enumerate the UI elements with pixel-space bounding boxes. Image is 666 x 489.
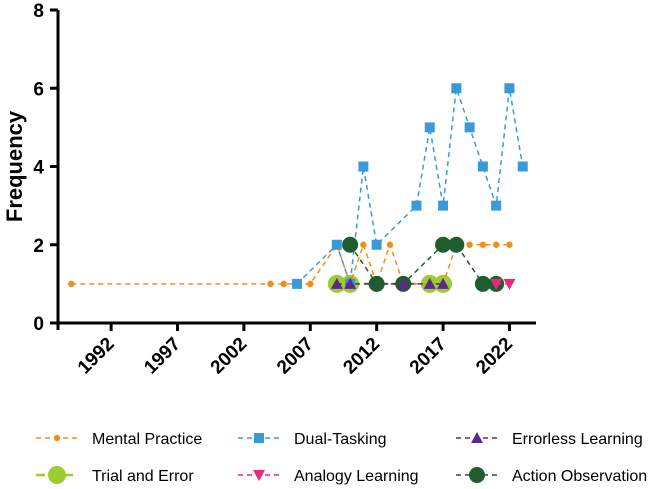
series-layer: [68, 83, 528, 293]
legend-marker: [48, 466, 66, 484]
data-point: [292, 278, 302, 289]
x-tick-label: 2022: [472, 334, 517, 379]
data-point: [477, 161, 488, 172]
legend-label: Action Observation: [512, 468, 647, 485]
legend-item: Mental Practice: [36, 431, 202, 448]
y-tick-label: 6: [33, 79, 44, 100]
y-tick-label: 2: [33, 236, 44, 257]
legend-marker: [254, 433, 264, 443]
legend-marker: [469, 467, 485, 483]
series-errorless-learning: [330, 277, 450, 289]
data-point: [491, 200, 502, 211]
data-point: [423, 277, 436, 289]
x-tick-label: 2017: [406, 334, 451, 379]
data-point: [504, 83, 515, 94]
data-point: [360, 241, 367, 248]
x-tick-label: 2012: [339, 334, 384, 379]
data-point: [280, 280, 287, 288]
y-tick-label: 8: [33, 1, 44, 22]
data-point: [424, 122, 435, 133]
legend-item: Action Observation: [456, 467, 647, 485]
data-point: [397, 277, 410, 289]
data-point: [506, 241, 513, 248]
data-point: [386, 241, 394, 248]
x-tick-label: 2002: [207, 334, 252, 379]
legend-marker: [53, 434, 61, 442]
legend-item: Errorless Learning: [456, 431, 643, 448]
legend-label: Dual-Tasking: [294, 431, 386, 448]
data-point: [451, 83, 462, 94]
data-point: [330, 277, 343, 289]
axes: 0 2 4 6 8 1992 1997 2002 2007 2012 2017 2022 Frequen…: [2, 1, 536, 378]
x-tick-label: 1992: [74, 334, 119, 379]
y-tick-label: 4: [33, 158, 44, 179]
data-point: [342, 236, 359, 253]
series-line: [296, 88, 524, 285]
data-point: [358, 161, 369, 172]
legend-item: Trial and Error: [36, 466, 194, 485]
legend-item: Analogy Learning: [238, 468, 419, 485]
data-point: [466, 241, 473, 248]
data-point: [438, 200, 449, 211]
legend-marker: [253, 470, 265, 481]
data-point: [490, 278, 503, 290]
x-tick-label: 1997: [140, 334, 185, 379]
data-point: [307, 280, 314, 288]
legend: Mental Practice Dual-Tasking Errorless Lea…: [36, 431, 647, 485]
legend-label: Errorless Learning: [512, 431, 643, 448]
data-point: [331, 239, 342, 250]
data-point: [474, 275, 491, 292]
legend-label: Analogy Learning: [294, 468, 419, 485]
data-point: [371, 239, 382, 250]
data-point: [448, 236, 465, 253]
data-point: [68, 280, 75, 288]
legend-label: Mental Practice: [92, 431, 202, 448]
x-tick-label: 2007: [273, 334, 318, 379]
data-point: [344, 277, 357, 289]
legend-label: Trial and Error: [92, 468, 194, 485]
data-point: [492, 241, 500, 248]
data-point: [517, 161, 528, 172]
data-point: [435, 236, 452, 253]
data-point: [267, 280, 274, 288]
y-tick-label: 0: [33, 314, 44, 335]
data-point: [479, 241, 487, 248]
data-point: [411, 200, 422, 211]
data-point: [503, 278, 516, 290]
series-dual-tasking: [292, 83, 528, 289]
legend-marker: [471, 432, 483, 443]
series-analogy-learning: [490, 278, 516, 290]
data-point: [437, 277, 450, 289]
legend-item: Dual-Tasking: [238, 431, 386, 448]
data-point: [464, 122, 475, 133]
y-axis-title: Frequency: [2, 110, 27, 222]
